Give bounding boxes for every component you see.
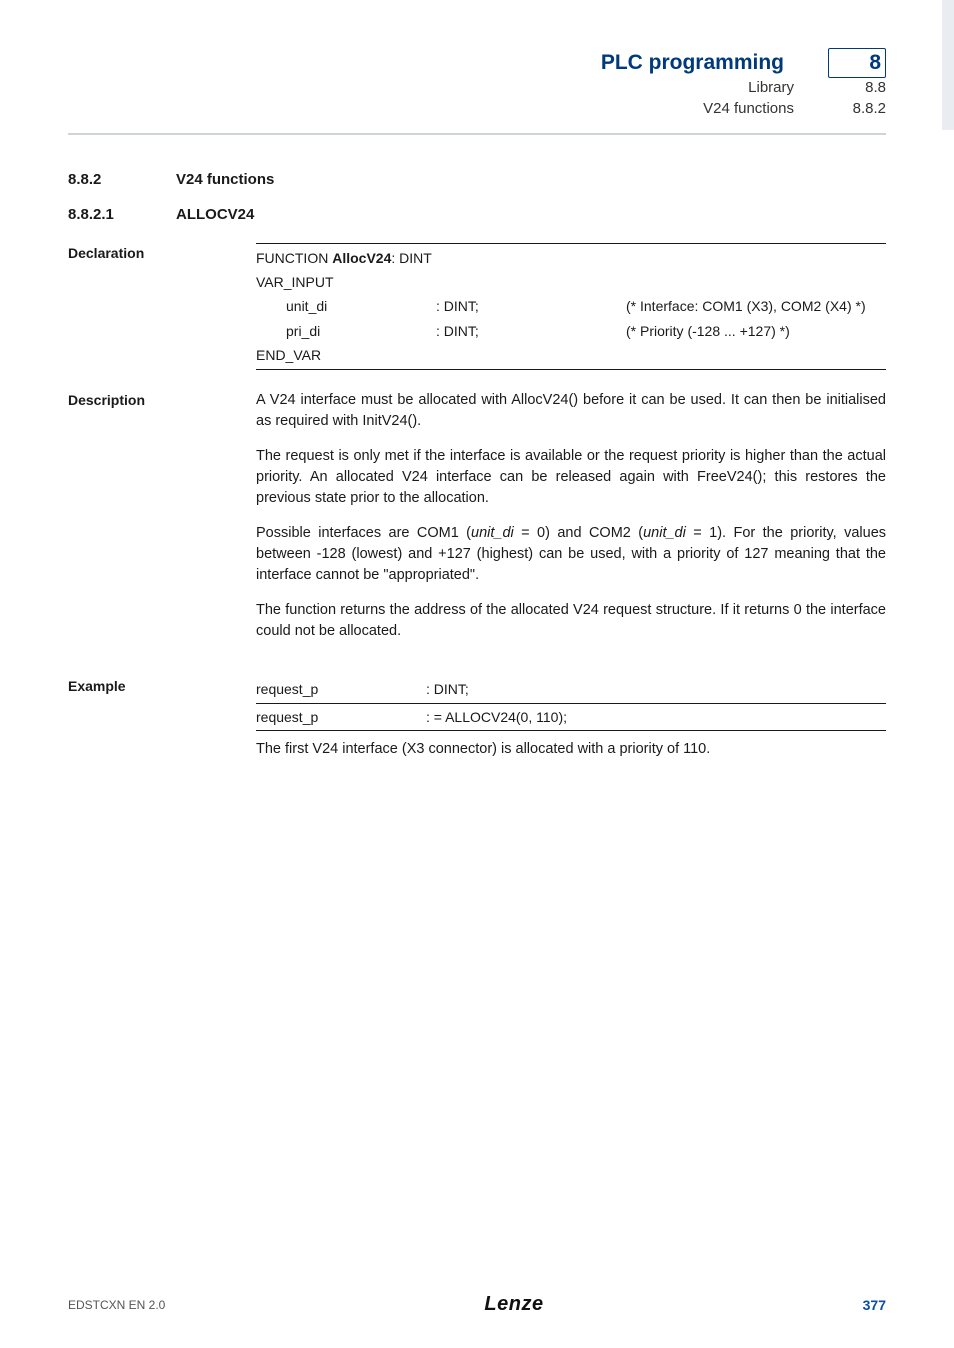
header-page-small: 8.8.2 bbox=[838, 99, 886, 119]
desc-p3i1: unit_di bbox=[471, 525, 514, 541]
decl-endvar-row: END_VAR bbox=[256, 343, 886, 370]
declaration-content: FUNCTION AllocV24: DINT VAR_INPUT unit_d… bbox=[256, 243, 886, 370]
description-content: A V24 interface must be allocated with A… bbox=[256, 390, 886, 656]
ex-row-2: request_p : = ALLOCV24(0, 110); bbox=[256, 703, 886, 730]
desc-p3: Possible interfaces are COM1 (unit_di = … bbox=[256, 523, 886, 586]
decl-fn-row: FUNCTION AllocV24: DINT bbox=[256, 243, 886, 270]
decorative-stripe bbox=[942, 0, 954, 130]
declaration-block: Declaration FUNCTION AllocV24: DINT VAR_… bbox=[68, 243, 886, 370]
example-table: request_p : DINT; request_p : = ALLOCV24… bbox=[256, 676, 886, 731]
decl-varin: VAR_INPUT bbox=[256, 270, 886, 294]
decl-fn-name: AllocV24 bbox=[332, 250, 391, 266]
decl-row-1-name: pri_di bbox=[256, 319, 436, 343]
footer-page-number: 377 bbox=[863, 1297, 886, 1313]
section-2-title: ALLOCV24 bbox=[176, 206, 254, 223]
desc-p1: A V24 interface must be allocated with A… bbox=[256, 390, 886, 432]
decl-row-0: unit_di : DINT; (* Interface: COM1 (X3),… bbox=[256, 294, 886, 318]
decl-fn-kw: FUNCTION bbox=[256, 250, 332, 266]
header-row-1: PLC programming 8 bbox=[601, 48, 886, 78]
page-footer: EDSTCXN EN 2.0 Lenze 377 bbox=[68, 1293, 886, 1316]
desc-p2: The request is only met if the interface… bbox=[256, 446, 886, 509]
section-1-title: V24 functions bbox=[176, 171, 274, 188]
footer-left: EDSTCXN EN 2.0 bbox=[68, 1298, 165, 1312]
header-rule bbox=[68, 133, 886, 135]
page-header: PLC programming 8 Library 8.8 V24 functi… bbox=[68, 48, 886, 119]
decl-row-0-type: : DINT; bbox=[436, 294, 626, 318]
header-row-3: V24 functions 8.8.2 bbox=[601, 99, 886, 119]
ex-row-1: request_p : DINT; bbox=[256, 676, 886, 703]
decl-varin-row: VAR_INPUT bbox=[256, 270, 886, 294]
example-content: request_p : DINT; request_p : = ALLOCV24… bbox=[256, 676, 886, 774]
decl-row-0-comment: (* Interface: COM1 (X3), COM2 (X4) *) bbox=[626, 294, 886, 318]
declaration-label: Declaration bbox=[68, 243, 256, 370]
footer-brand: Lenze bbox=[484, 1293, 543, 1316]
header-sub2: V24 functions bbox=[703, 99, 794, 119]
decl-fn-cell: FUNCTION AllocV24: DINT bbox=[256, 243, 886, 270]
decl-row-1-comment: (* Priority (-128 ... +127) *) bbox=[626, 319, 886, 343]
ex-r1b: : DINT; bbox=[426, 676, 886, 703]
example-tail: The first V24 interface (X3 connector) i… bbox=[256, 739, 886, 760]
description-block: Description A V24 interface must be allo… bbox=[68, 390, 886, 656]
decl-row-0-name: unit_di bbox=[256, 294, 436, 318]
header-sub1: Library bbox=[748, 78, 794, 98]
decl-endvar: END_VAR bbox=[256, 343, 886, 370]
ex-r2b: : = ALLOCV24(0, 110); bbox=[426, 703, 886, 730]
desc-p3b: = 0) and COM2 ( bbox=[514, 525, 643, 541]
desc-p3a: Possible interfaces are COM1 ( bbox=[256, 525, 471, 541]
header-row-2: Library 8.8 bbox=[601, 78, 886, 98]
section-1-num: 8.8.2 bbox=[68, 171, 176, 188]
section-2: 8.8.2.1 ALLOCV24 bbox=[68, 206, 886, 223]
decl-row-1-type: : DINT; bbox=[436, 319, 626, 343]
ex-r1a: request_p bbox=[256, 676, 426, 703]
page: PLC programming 8 Library 8.8 V24 functi… bbox=[0, 0, 954, 1348]
header-block: PLC programming 8 Library 8.8 V24 functi… bbox=[601, 48, 886, 119]
header-page-mid: 8.8 bbox=[838, 78, 886, 98]
example-label: Example bbox=[68, 676, 256, 774]
header-title: PLC programming bbox=[601, 49, 784, 77]
section-2-num: 8.8.2.1 bbox=[68, 206, 176, 223]
desc-p3i2: unit_di bbox=[643, 525, 686, 541]
section-1: 8.8.2 V24 functions bbox=[68, 171, 886, 188]
decl-fn-ret: : DINT bbox=[391, 250, 431, 266]
desc-p4: The function returns the address of the … bbox=[256, 600, 886, 642]
description-label: Description bbox=[68, 390, 256, 656]
ex-r2a: request_p bbox=[256, 703, 426, 730]
decl-row-1: pri_di : DINT; (* Priority (-128 ... +12… bbox=[256, 319, 886, 343]
header-page-big: 8 bbox=[828, 48, 886, 78]
example-block: Example request_p : DINT; request_p : = … bbox=[68, 676, 886, 774]
declaration-table: FUNCTION AllocV24: DINT VAR_INPUT unit_d… bbox=[256, 243, 886, 370]
